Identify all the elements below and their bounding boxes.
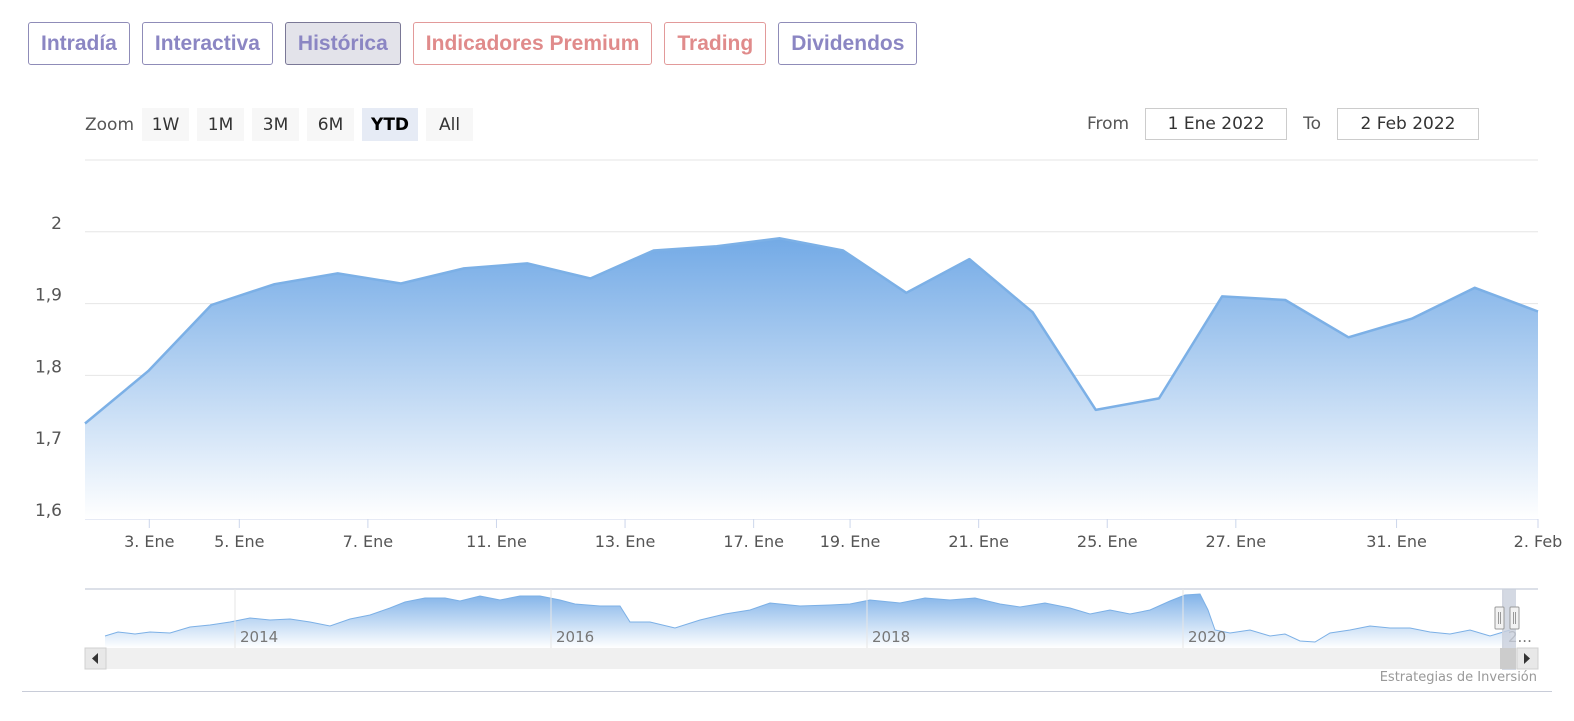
x-tick-label: 19. Ene (820, 532, 881, 551)
zoom-selector: Zoom 1W 1M 3M 6M YTD All (85, 108, 481, 141)
tab-interactiva[interactable]: Interactiva (141, 22, 273, 65)
navigator-year-label: 2016 (556, 628, 594, 646)
navigator-year-label: 2018 (872, 628, 910, 646)
zoom-button-ytd[interactable]: YTD (362, 108, 419, 141)
x-tick-label: 13. Ene (595, 532, 656, 551)
tab-hist-rica[interactable]: Histórica (284, 22, 401, 65)
zoom-button-1w[interactable]: 1W (142, 108, 190, 141)
tab-intrad-a[interactable]: Intradía (28, 22, 130, 65)
y-tick-label: 1,7 (35, 429, 62, 449)
y-tick-label: 1,9 (35, 286, 62, 306)
tab-trading[interactable]: Trading (664, 22, 767, 65)
to-label: To (1303, 114, 1321, 134)
x-tick-label: 3. Ene (124, 532, 174, 551)
x-tick-label: 31. Ene (1366, 532, 1427, 551)
navigator-line (104, 593, 1511, 643)
credit-label[interactable]: Estrategias de Inversión (1379, 670, 1537, 685)
date-range: From To (1087, 108, 1479, 140)
y-tick-label: 1,8 (35, 357, 62, 377)
navigator-left-handle[interactable] (1494, 606, 1505, 630)
navigator-year-label: 2020 (1188, 628, 1226, 646)
series-area (84, 237, 1539, 520)
zoom-button-all[interactable]: All (426, 108, 474, 141)
navigator-right-handle[interactable] (1509, 606, 1520, 630)
scrollbar-track[interactable] (85, 648, 1538, 669)
y-tick-label: 1,6 (35, 501, 62, 521)
x-tick-label: 5. Ene (214, 532, 264, 551)
zoom-button-1m[interactable]: 1M (197, 108, 245, 141)
arrow-left-icon (92, 653, 98, 664)
scrollbar-thumb[interactable] (1500, 648, 1516, 669)
scrollbar[interactable] (84, 647, 1539, 670)
from-label: From (1086, 114, 1130, 134)
tab-indicadores-premium[interactable]: Indicadores Premium (412, 22, 653, 65)
series-fill (85, 238, 1538, 520)
chart-tabs: Intradía Interactiva Histórica Indicadores … (28, 22, 918, 65)
to-date-input[interactable] (1337, 108, 1479, 140)
zoom-button-6m[interactable]: 6M (307, 108, 355, 141)
from-date-input[interactable] (1145, 108, 1288, 140)
x-tick-label: 27. Ene (1206, 532, 1267, 551)
x-tick-label: 2. Feb (1514, 532, 1563, 551)
zoom-button-3m[interactable]: 3M (252, 108, 300, 141)
y-tick-label: 2 (51, 214, 62, 234)
series-line (84, 237, 1539, 425)
x-tick-label: 21. Ene (948, 532, 1009, 551)
x-tick-label: 11. Ene (466, 532, 527, 551)
navigator-year-label: 2014 (240, 628, 278, 646)
arrow-right-icon (1524, 653, 1530, 664)
zoom-label: Zoom (85, 114, 135, 135)
x-axis: 3. Ene 5. Ene 7. Ene 11. Ene 13. Ene 17. Ene 1… (124, 519, 1562, 551)
price-chart: 1,6 1,7 1,8 1,9 2 3. Ene 5. Ene 7. Ene 11. Ene 1… (35, 159, 1562, 670)
x-tick-label: 25. Ene (1077, 532, 1138, 551)
bottom-divider (22, 691, 1552, 692)
navigator-area (105, 594, 1512, 648)
x-tick-label: 17. Ene (723, 532, 784, 551)
y-axis: 1,6 1,7 1,8 1,9 2 (35, 214, 62, 521)
x-tick-label: 7. Ene (343, 532, 393, 551)
tab-dividendos[interactable]: Dividendos (778, 22, 918, 65)
